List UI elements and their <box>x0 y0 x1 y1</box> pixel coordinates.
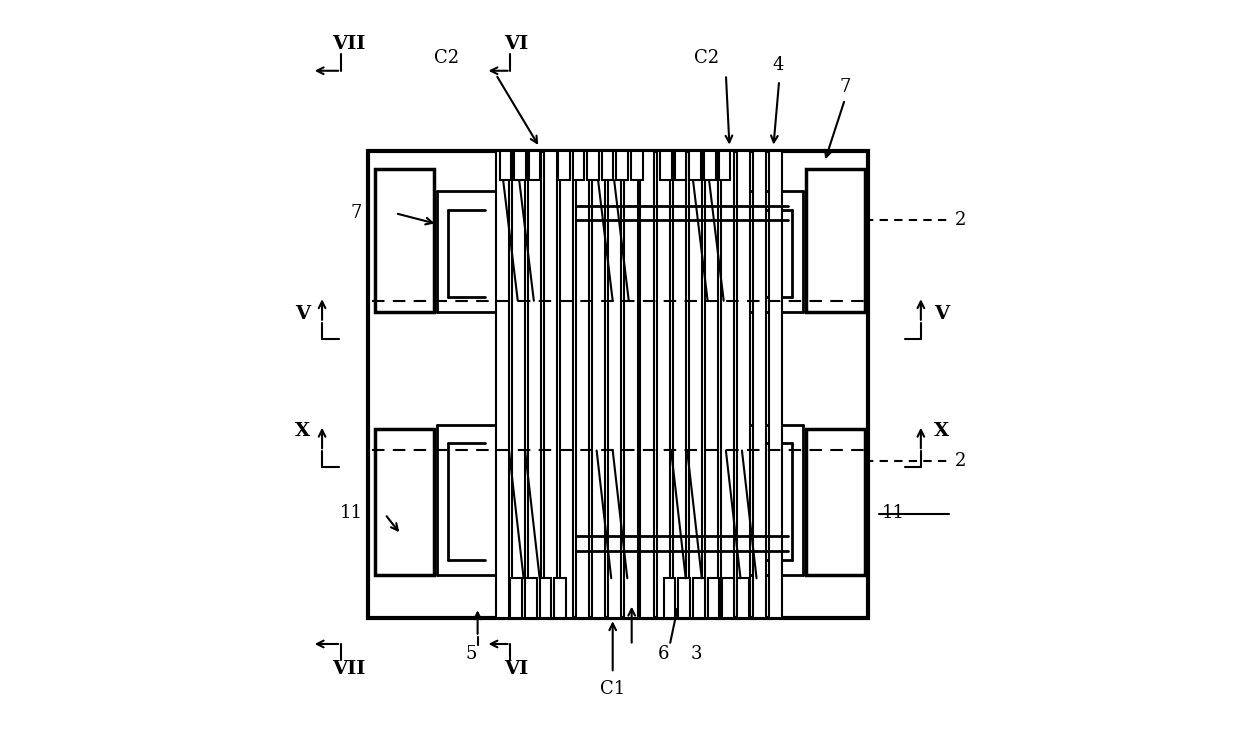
Text: C1: C1 <box>600 680 625 699</box>
Bar <box>588 151 599 180</box>
Bar <box>511 578 522 619</box>
Bar <box>525 578 537 619</box>
Bar <box>704 151 718 619</box>
Text: 6: 6 <box>658 646 670 663</box>
Bar <box>660 151 672 180</box>
Bar <box>616 151 627 180</box>
Bar <box>640 151 653 619</box>
Bar <box>719 151 730 180</box>
Bar <box>769 151 782 619</box>
Bar <box>601 151 614 180</box>
Text: V: V <box>295 305 310 323</box>
Bar <box>678 578 691 619</box>
Text: VI: VI <box>505 660 528 678</box>
Text: 7: 7 <box>839 78 851 96</box>
Bar <box>806 169 864 312</box>
Text: C2: C2 <box>434 49 459 67</box>
Bar <box>737 151 750 619</box>
Bar <box>689 151 701 180</box>
Text: 2: 2 <box>955 211 966 229</box>
Text: 4: 4 <box>773 56 784 75</box>
Bar <box>609 151 621 619</box>
Bar <box>675 151 687 180</box>
Bar <box>512 151 525 619</box>
Bar <box>496 151 508 619</box>
Text: VI: VI <box>505 34 528 53</box>
Bar <box>376 429 434 575</box>
Bar <box>672 151 686 619</box>
Bar <box>708 578 719 619</box>
Bar <box>656 151 670 619</box>
Text: 11: 11 <box>882 504 904 522</box>
Text: VII: VII <box>331 34 365 53</box>
Bar <box>577 151 589 619</box>
Bar <box>539 578 552 619</box>
Bar <box>806 429 864 575</box>
Bar <box>722 578 734 619</box>
Text: 5: 5 <box>465 646 476 663</box>
Bar <box>528 151 541 180</box>
Bar <box>737 578 749 619</box>
Bar <box>688 151 702 619</box>
Text: 11: 11 <box>340 504 363 522</box>
Text: V: V <box>934 305 949 323</box>
Bar <box>558 151 569 180</box>
Bar <box>554 578 565 619</box>
Bar <box>573 151 584 180</box>
Bar <box>663 578 676 619</box>
Bar <box>720 151 734 619</box>
Bar <box>528 151 541 619</box>
Bar <box>631 151 642 180</box>
Bar <box>500 151 511 180</box>
Bar <box>515 151 526 180</box>
Bar <box>544 151 557 619</box>
Text: VII: VII <box>331 660 365 678</box>
Bar <box>593 151 605 619</box>
Text: 7: 7 <box>350 205 362 222</box>
Text: X: X <box>295 421 310 440</box>
Bar <box>753 151 766 619</box>
Text: 2: 2 <box>955 452 966 471</box>
Bar <box>704 151 715 180</box>
Bar <box>560 151 573 619</box>
Bar <box>376 169 434 312</box>
Text: X: X <box>934 421 949 440</box>
Bar <box>693 578 704 619</box>
Text: C2: C2 <box>693 49 719 67</box>
Bar <box>625 151 637 619</box>
Text: 3: 3 <box>691 646 702 663</box>
Bar <box>368 151 868 619</box>
